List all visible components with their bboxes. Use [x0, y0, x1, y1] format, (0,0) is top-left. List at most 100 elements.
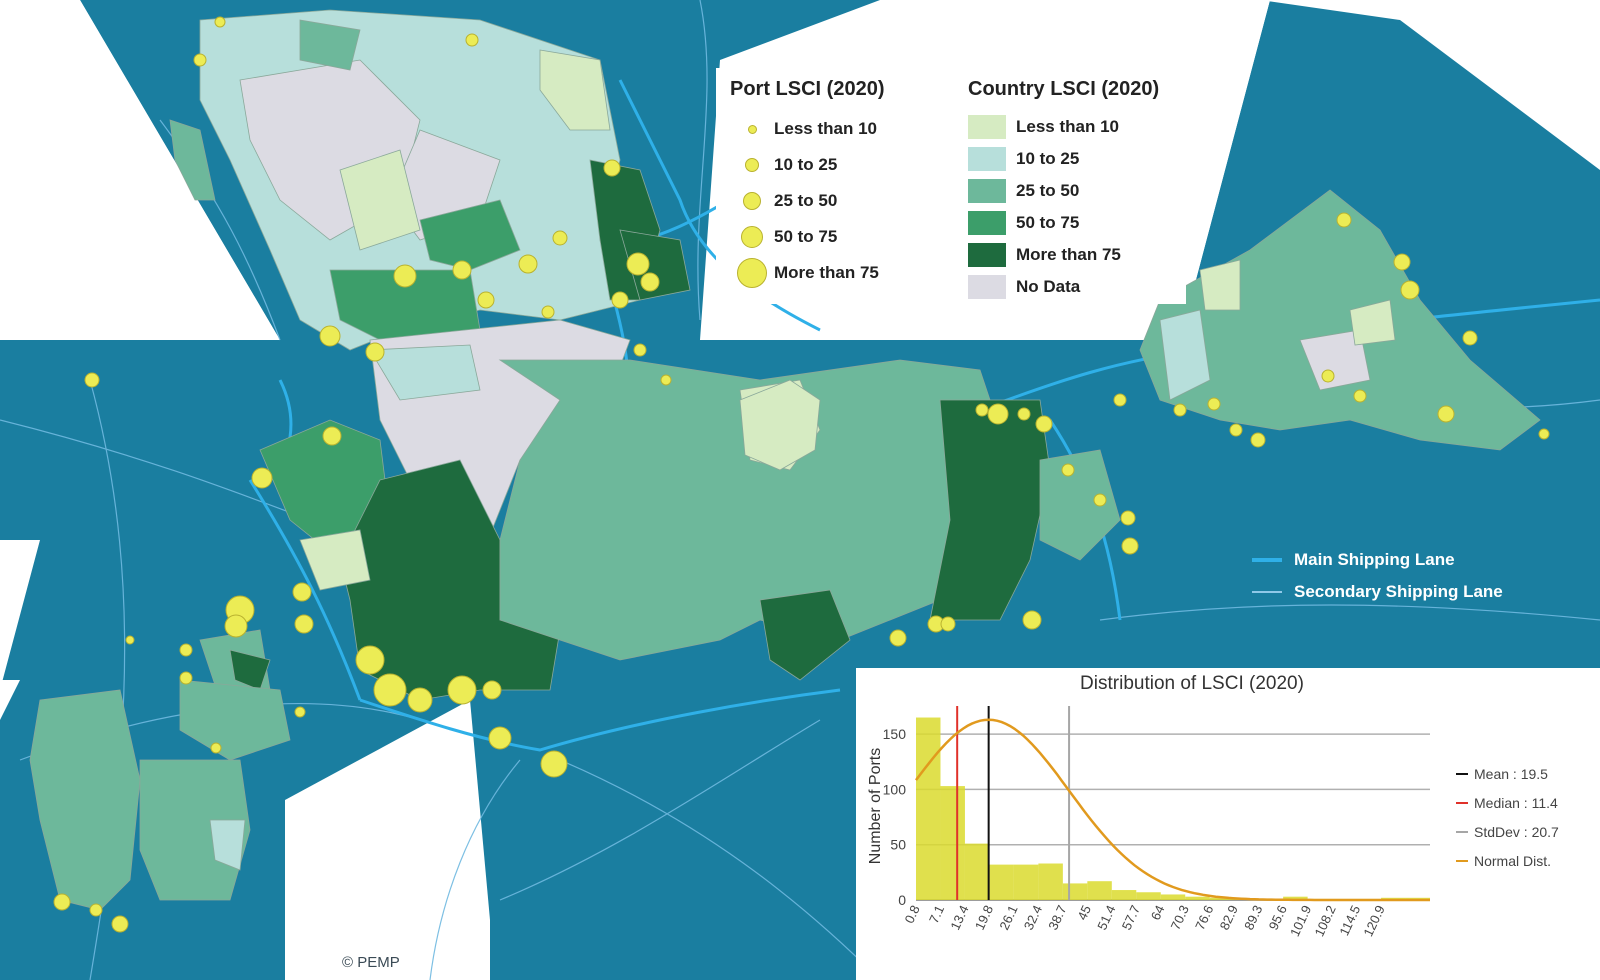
- port-marker: [319, 325, 341, 347]
- port-marker: [660, 374, 672, 386]
- country-swatch: [968, 179, 1006, 203]
- port-legend-item: More than 75: [730, 255, 924, 291]
- x-tick-label: 38.7: [1045, 903, 1069, 932]
- island-western: [169, 119, 216, 201]
- port-dot-small-icon: [730, 158, 774, 172]
- histogram-legend: Mean : 19.5 Median : 11.4 StdDev : 20.7 Nor…: [1456, 766, 1559, 869]
- x-tick-label: 70.3: [1168, 903, 1192, 932]
- lsci-histogram: Distribution of LSCI (2020) Number of Po…: [867, 673, 1559, 939]
- port-marker: [465, 33, 479, 47]
- country-nodata: [1299, 329, 1371, 391]
- port-marker: [125, 635, 135, 645]
- island-northern: [739, 379, 821, 471]
- port-dot-xlarge-icon: [730, 258, 774, 288]
- port-marker: [210, 742, 222, 754]
- port-marker: [1250, 432, 1266, 448]
- median-legend-label: Median : 11.4: [1474, 795, 1558, 811]
- port-marker: [518, 254, 538, 274]
- x-tick-label: 120.9: [1360, 903, 1387, 939]
- secondary-lane: [1099, 604, 1600, 621]
- histogram-reference-lines: [956, 706, 1071, 900]
- x-tick-label: 13.4: [947, 903, 971, 932]
- port-marker: [482, 680, 502, 700]
- port-marker: [355, 645, 385, 675]
- histogram-bar: [1283, 896, 1308, 900]
- port-marker: [626, 252, 650, 276]
- histogram-bar: [1111, 890, 1137, 900]
- port-marker: [1121, 537, 1139, 555]
- port-marker: [452, 260, 472, 280]
- histogram-bar: [1160, 894, 1186, 900]
- port-marker: [1035, 415, 1053, 433]
- port-marker: [541, 305, 555, 319]
- x-tick-label: 7.1: [926, 903, 947, 926]
- country-lt10: [1349, 299, 1396, 346]
- histogram-bar: [1087, 881, 1112, 900]
- x-tick-label: 26.1: [996, 903, 1020, 932]
- country-swatch: [968, 243, 1006, 267]
- port-marker: [447, 675, 477, 705]
- country-legend-label: Less than 10: [1016, 117, 1119, 136]
- main-lane-legend-item: Main Shipping Lane: [1252, 544, 1542, 576]
- port-marker: [889, 629, 907, 647]
- port-dot-large-icon: [730, 226, 774, 248]
- port-marker: [1400, 280, 1420, 300]
- port-marker: [488, 726, 512, 750]
- port-legend-label: 50 to 75: [774, 227, 838, 246]
- country-gt75: [339, 459, 561, 701]
- port-dot-medium-icon: [730, 192, 774, 210]
- country-10-25: [1159, 309, 1211, 401]
- histogram-bars: [916, 717, 1430, 900]
- histogram-bar: [1038, 863, 1063, 900]
- port-legend-item: 10 to 25: [730, 147, 924, 183]
- port-marker: [1336, 212, 1352, 228]
- port-marker: [365, 342, 385, 362]
- port-marker: [1061, 463, 1075, 477]
- country-swatch: [968, 115, 1006, 139]
- country-swatch: [968, 275, 1006, 299]
- port-marker: [940, 616, 956, 632]
- port-marker: [179, 643, 193, 657]
- country-legend-label: More than 75: [1016, 245, 1121, 264]
- main-lane-line-icon: [1252, 558, 1282, 562]
- port-marker: [1462, 330, 1478, 346]
- y-tick-label: 150: [883, 726, 907, 742]
- country-10-25: [209, 819, 246, 871]
- port-legend-title: Port LSCI (2020): [730, 78, 885, 100]
- port-legend-item: 25 to 50: [730, 183, 924, 219]
- port-legend-item: Less than 10: [730, 111, 924, 147]
- histogram-bar: [989, 864, 1014, 900]
- copyright-notice: © PEMP: [342, 954, 400, 971]
- country-swatch: [968, 147, 1006, 171]
- y-tick-label: 50: [890, 837, 906, 853]
- country-lt10: [1199, 259, 1241, 311]
- country-lt10: [539, 49, 611, 131]
- histogram-normal-curve: [915, 718, 1430, 902]
- country-lt10: [299, 529, 371, 591]
- port-marker: [214, 16, 226, 28]
- country-gt75: [619, 229, 691, 301]
- ocean-cut-top-right: [1260, 0, 1600, 170]
- histogram-y-ticks: 0 50 100 150: [883, 726, 907, 908]
- country-legend-label: No Data: [1016, 277, 1081, 296]
- main-lane: [248, 479, 362, 701]
- port-legend-label: Less than 10: [774, 119, 877, 138]
- port-marker: [603, 159, 621, 177]
- ocean-cut-bottom-left: [0, 680, 20, 720]
- port-marker: [1120, 510, 1136, 526]
- country-legend-item: Less than 10: [968, 111, 1172, 143]
- port-marker: [1437, 405, 1455, 423]
- shipping-lanes-legend: Main Shipping Lane Secondary Shipping La…: [1252, 544, 1542, 610]
- secondary-lane: [697, 0, 708, 321]
- port-legend-label: More than 75: [774, 263, 879, 282]
- histogram-bar: [1185, 896, 1210, 900]
- port-marker: [987, 403, 1009, 425]
- stddev-legend-label: StdDev : 20.7: [1474, 824, 1559, 840]
- histogram-x-ticks: 0.8 7.1 13.4 19.8 26.1 32.4 38.7 45 51.4 57.7 64 70…: [901, 903, 1387, 939]
- ocean-cut-bottom-middle: [285, 700, 490, 980]
- port-marker: [294, 614, 314, 634]
- country-25-50: [1039, 449, 1121, 561]
- port-marker: [611, 291, 629, 309]
- x-tick-label: 82.9: [1217, 903, 1241, 932]
